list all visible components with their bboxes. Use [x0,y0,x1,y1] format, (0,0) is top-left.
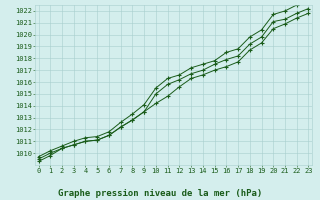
Text: Graphe pression niveau de la mer (hPa): Graphe pression niveau de la mer (hPa) [58,189,262,198]
